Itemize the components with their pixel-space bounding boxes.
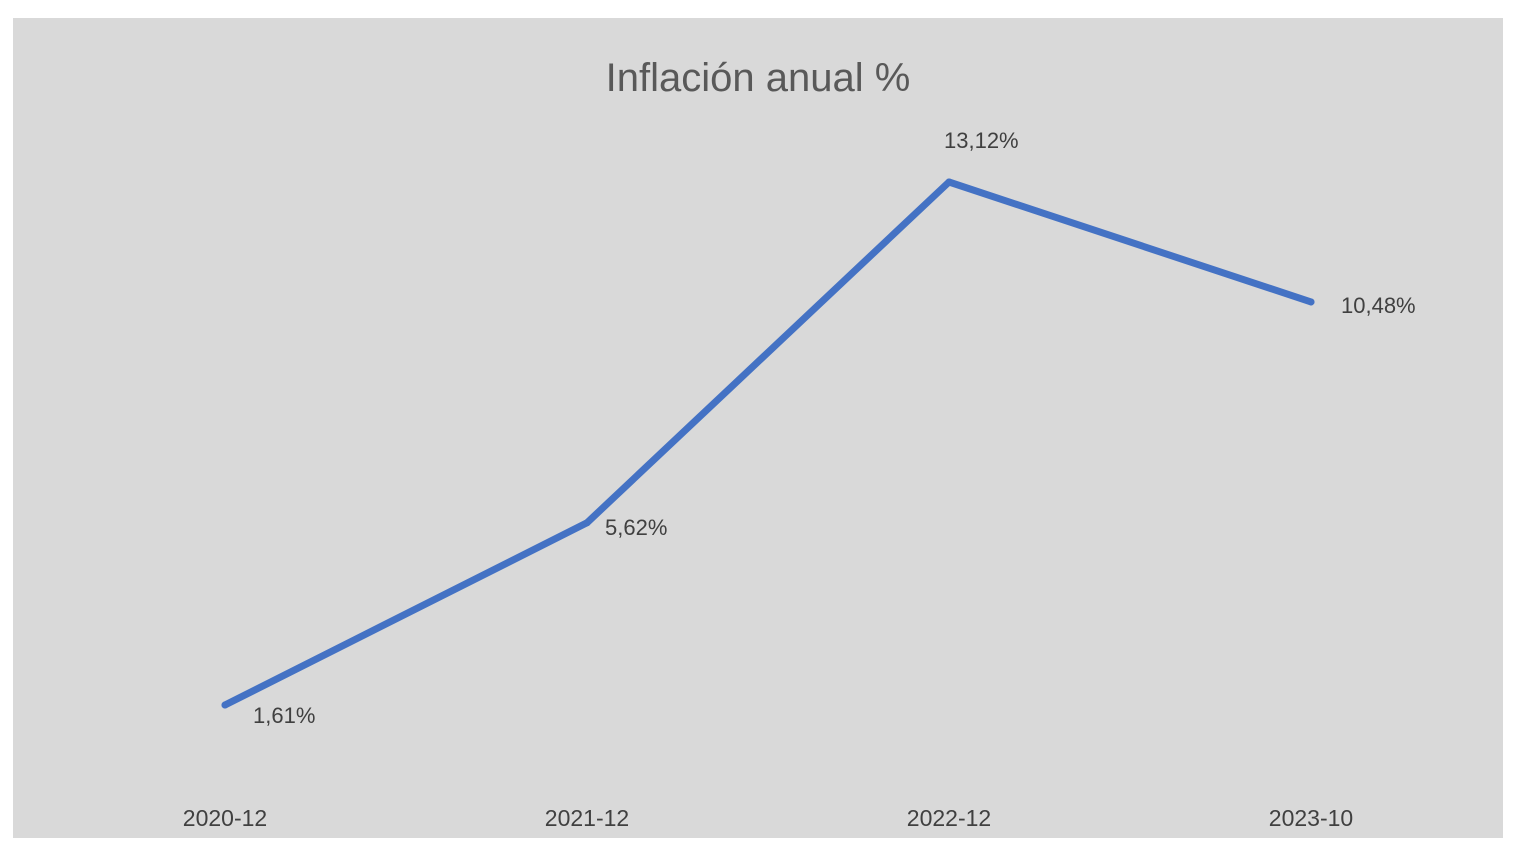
data-point-2021-12 xyxy=(583,519,591,527)
data-point-2022-12 xyxy=(945,178,953,186)
x-tick-label-2022-12: 2022-12 xyxy=(907,805,991,831)
x-tick-label-2020-12: 2020-12 xyxy=(183,805,267,831)
series-line xyxy=(221,178,1315,709)
chart-title: Inflación anual % xyxy=(605,56,911,100)
x-tick-label-2023-10: 2023-10 xyxy=(1269,805,1353,831)
data-label-2021-12: 5,62% xyxy=(605,515,667,540)
data-label-2022-12: 13,12% xyxy=(944,128,1019,153)
chart-area: Inflación anual % 1,61% 5,62% 13,12% 10,48%… xyxy=(13,18,1503,838)
data-point-2020-12 xyxy=(221,701,229,709)
data-label-2020-12: 1,61% xyxy=(253,703,315,728)
line-chart: 1,61% 5,62% 13,12% 10,48% 2020-12 2021-12 202… xyxy=(183,128,1416,831)
x-tick-label-2021-12: 2021-12 xyxy=(545,805,629,831)
data-label-2023-10: 10,48% xyxy=(1341,293,1416,318)
data-point-2023-10 xyxy=(1307,298,1315,306)
